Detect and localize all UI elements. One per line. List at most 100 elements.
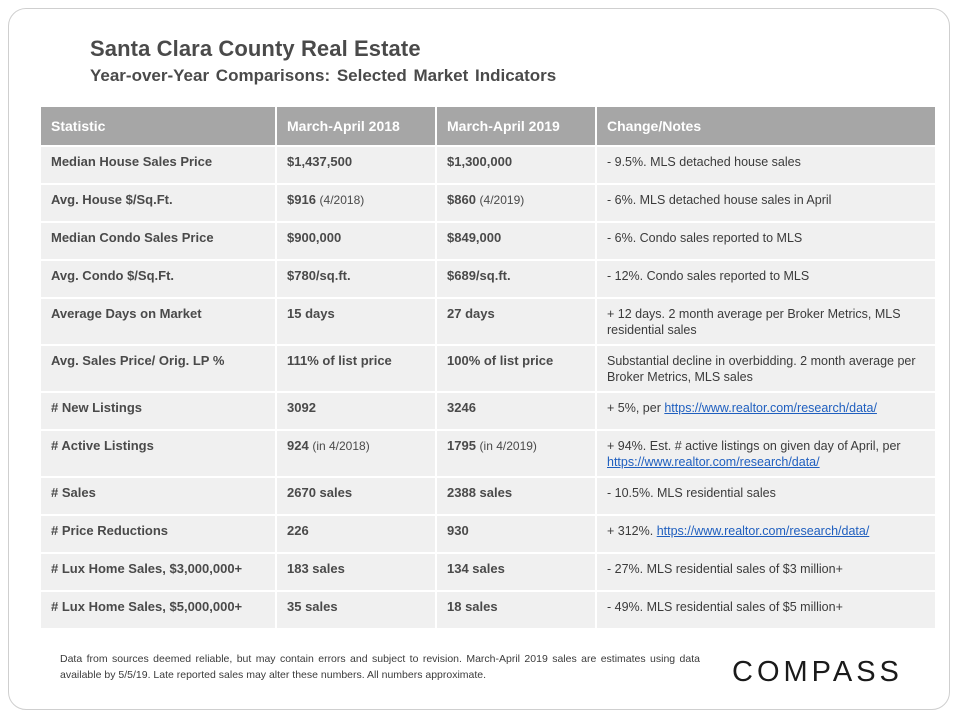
page-subtitle: Year-over-Year Comparisons: Selected Mar… [90, 66, 557, 85]
table-row: Avg. House $/Sq.Ft. $916 (4/2018) $860 (4/… [41, 183, 935, 222]
table-row: # Sales 2670 sales 2388 sales - 10.5%. MLS … [41, 476, 935, 515]
realtor-data-link[interactable]: https://www.realtor.com/research/data/ [656, 524, 870, 538]
table-row: Median House Sales Price $1,437,500 $1,300… [41, 145, 935, 184]
notes-text: - 9.5%. MLS detached house sales [607, 155, 801, 169]
statistic-cell: Median Condo Sales Price [41, 221, 277, 260]
table-header-row: Statistic March-April 2018 March-April 2… [41, 107, 935, 146]
value-2018: 924 [287, 438, 309, 453]
realtor-data-link[interactable]: https://www.realtor.com/research/data/ [664, 401, 877, 415]
column-header-2018: March-April 2018 [276, 107, 437, 146]
value-2018: 15 days [287, 306, 335, 321]
notes-cell: - 49%. MLS residential sales of $5 milli… [596, 590, 935, 628]
value-2018-cell: 226 [276, 514, 437, 553]
value-2018-cell: 3092 [276, 391, 437, 430]
table-row: # Price Reductions 226 930 + 312%. https://… [41, 514, 935, 553]
notes-cell: Substantial decline in overbidding. 2 mo… [596, 344, 935, 392]
disclaimer-text: Data from sources deemed reliable, but m… [60, 653, 700, 681]
value-2019: 3246 [447, 400, 476, 415]
value-2018-cell: 183 sales [276, 552, 437, 591]
notes-cell: - 6%. Condo sales reported to MLS [596, 221, 935, 260]
notes-text: - 10.5%. MLS residential sales [607, 486, 776, 500]
value-2019: 134 sales [447, 561, 505, 576]
value-2019: $1,300,000 [447, 154, 513, 169]
table-row: Avg. Sales Price/ Orig. LP % 111% of list… [41, 344, 935, 392]
value-2019-cell: 100% of list price [436, 344, 597, 392]
value-2018-cell: 2670 sales [276, 476, 437, 515]
value-2019-note: (4/2019) [479, 193, 525, 207]
value-2019: 2388 sales [447, 485, 513, 500]
value-2019-cell: 27 days [436, 297, 597, 345]
value-2018: 226 [287, 523, 309, 538]
statistic-cell: Avg. Sales Price/ Orig. LP % [41, 344, 277, 392]
value-2019: 100% of list price [447, 353, 554, 368]
notes-cell: - 12%. Condo sales reported to MLS [596, 259, 935, 298]
statistic-cell: Average Days on Market [41, 297, 277, 345]
table-row: # Active Listings 924 (in 4/2018) 1795 (in… [41, 429, 935, 477]
value-2019-cell: 1795 (in 4/2019) [436, 429, 597, 477]
notes-cell: - 6%. MLS detached house sales in April [596, 183, 935, 222]
notes-cell: + 12 days. 2 month average per Broker Me… [596, 297, 935, 345]
notes-text: + 12 days. 2 month average per Broker Me… [607, 307, 901, 337]
value-2018: 111% of list price [287, 353, 392, 368]
value-2018-cell: $1,437,500 [276, 145, 437, 184]
value-2019-cell: 930 [436, 514, 597, 553]
table-row: # Lux Home Sales, $5,000,000+ 35 sales 18 … [41, 590, 935, 628]
table-row: Median Condo Sales Price $900,000 $849,000… [41, 221, 935, 260]
value-2018-note: (in 4/2018) [312, 439, 370, 453]
value-2018-cell: 15 days [276, 297, 437, 345]
column-header-2019: March-April 2019 [436, 107, 597, 146]
value-2019: 27 days [447, 306, 495, 321]
column-header-notes: Change/Notes [596, 107, 935, 146]
table-row: Avg. Condo $/Sq.Ft. $780/sq.ft. $689/sq.ft… [41, 259, 935, 298]
notes-text: Substantial decline in overbidding. 2 mo… [607, 354, 916, 384]
notes-cell: - 10.5%. MLS residential sales [596, 476, 935, 515]
value-2019-cell: $1,300,000 [436, 145, 597, 184]
notes-cell: - 27%. MLS residential sales of $3 milli… [596, 552, 935, 591]
value-2019: $849,000 [447, 230, 502, 245]
notes-text: + 5%, per [607, 401, 661, 415]
notes-cell: - 9.5%. MLS detached house sales [596, 145, 935, 184]
column-header-statistic: Statistic [41, 107, 277, 146]
value-2019: 930 [447, 523, 469, 538]
value-2018: $916 [287, 192, 316, 207]
value-2019: 18 sales [447, 599, 498, 614]
statistic-cell: Avg. Condo $/Sq.Ft. [41, 259, 277, 298]
notes-text: + 312%. [607, 524, 654, 538]
value-2019-cell: 3246 [436, 391, 597, 430]
statistic-cell: # Lux Home Sales, $3,000,000+ [41, 552, 277, 591]
notes-text: - 6%. Condo sales reported to MLS [607, 231, 803, 245]
value-2019-note: (in 4/2019) [479, 439, 537, 453]
statistic-cell: Median House Sales Price [41, 145, 277, 184]
statistic-cell: # Price Reductions [41, 514, 277, 553]
notes-text: - 27%. MLS residential sales of $3 milli… [607, 562, 843, 576]
value-2018-cell: $780/sq.ft. [276, 259, 437, 298]
value-2018-cell: 35 sales [276, 590, 437, 628]
statistic-cell: # Lux Home Sales, $5,000,000+ [41, 590, 277, 628]
statistic-cell: # New Listings [41, 391, 277, 430]
value-2018-cell: 924 (in 4/2018) [276, 429, 437, 477]
value-2018: $1,437,500 [287, 154, 353, 169]
realtor-data-link[interactable]: https://www.realtor.com/research/data/ [607, 455, 820, 469]
value-2018: 183 sales [287, 561, 345, 576]
value-2019-cell: $860 (4/2019) [436, 183, 597, 222]
value-2019-cell: 18 sales [436, 590, 597, 628]
notes-cell: + 5%, per https://www.realtor.com/resear… [596, 391, 935, 430]
value-2018-cell: $916 (4/2018) [276, 183, 437, 222]
table-row: Average Days on Market 15 days 27 days + 12… [41, 297, 935, 345]
notes-text: - 49%. MLS residential sales of $5 milli… [607, 600, 843, 614]
statistic-cell: # Sales [41, 476, 277, 515]
notes-text: - 12%. Condo sales reported to MLS [607, 269, 810, 283]
statistic-cell: # Active Listings [41, 429, 277, 477]
value-2018-cell: 111% of list price [276, 344, 437, 392]
value-2019: $689/sq.ft. [447, 268, 511, 283]
notes-cell: + 312%. https://www.realtor.com/research… [596, 514, 935, 553]
value-2019: 1795 [447, 438, 476, 453]
statistic-cell: Avg. House $/Sq.Ft. [41, 183, 277, 222]
value-2018-note: (4/2018) [319, 193, 365, 207]
value-2018: 3092 [287, 400, 316, 415]
value-2019: $860 [447, 192, 476, 207]
compass-logo: COMPASS [732, 656, 903, 688]
value-2019-cell: $849,000 [436, 221, 597, 260]
value-2018: $900,000 [287, 230, 342, 245]
value-2019-cell: $689/sq.ft. [436, 259, 597, 298]
